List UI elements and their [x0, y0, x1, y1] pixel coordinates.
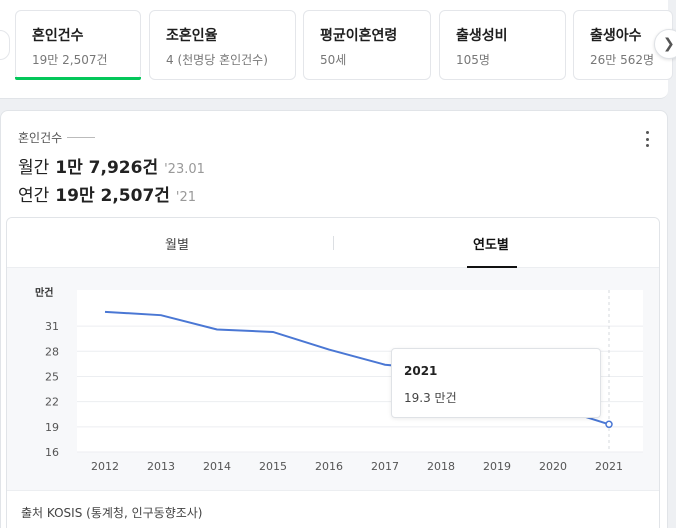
card-subtitle: 105명	[456, 53, 490, 67]
y-tick-label: 19	[45, 421, 59, 434]
y-tick-label: 16	[45, 446, 59, 459]
card-subtitle: 19만 2,507건	[32, 53, 108, 67]
data-point	[215, 327, 219, 331]
active-card-indicator	[15, 77, 141, 80]
y-tick-label: 28	[45, 345, 59, 358]
card-births[interactable]: 출생아수 26만 562명	[573, 10, 673, 80]
tooltip-value: 19.3 만건	[404, 391, 457, 405]
source-bar: 출처 KOSIS (통계청, 인구동향조사)	[7, 490, 659, 528]
highlighted-data-point	[605, 420, 613, 429]
more-options-icon[interactable]	[639, 129, 655, 149]
x-tick-label: 2015	[259, 460, 287, 473]
yearly-stat: 연간 19만 2,507건 '21	[18, 181, 196, 206]
x-tick-label: 2017	[371, 460, 399, 473]
data-point	[383, 363, 387, 367]
card-subtitle: 26만 562명	[590, 53, 655, 67]
period-tabs: 월별 연도별	[7, 218, 659, 268]
stat-label-text: 혼인건수	[18, 131, 63, 145]
y-tick-label: 22	[45, 396, 59, 409]
x-tick-label: 2018	[427, 460, 455, 473]
source-text: 출처 KOSIS (통계청, 인구동향조사)	[21, 506, 203, 520]
tab-monthly[interactable]: 월별	[165, 238, 189, 253]
monthly-period: '23.01	[164, 162, 205, 177]
y-tick-label: 25	[45, 370, 59, 383]
yearly-value: 19만 2,507건	[55, 186, 170, 206]
monthly-value: 1만 7,926건	[55, 158, 159, 178]
data-point	[103, 310, 107, 314]
legend-dash	[67, 137, 96, 138]
card-avg-divorce-age[interactable]: 평균이혼연령 50세	[303, 10, 431, 80]
card-marriage-count[interactable]: 혼인건수 19만 2,507건	[15, 10, 141, 80]
card-title: 출생성비	[456, 28, 508, 44]
yearly-period: '21	[175, 190, 197, 205]
y-tick-label: 31	[45, 320, 59, 333]
x-tick-label: 2019	[483, 460, 511, 473]
card-title: 평균이혼연령	[320, 28, 398, 44]
data-point	[159, 313, 163, 317]
x-tick-label: 2016	[315, 460, 343, 473]
tab-divider	[333, 236, 334, 250]
card-title: 출생아수	[590, 28, 642, 44]
active-tab-indicator	[467, 266, 517, 268]
line-chart[interactable]: 16 19 22 25 28 31 만건 2012 2013 2014 2015 2016 2017 20…	[7, 268, 659, 490]
data-point	[327, 348, 331, 352]
data-point	[271, 330, 275, 334]
monthly-stat: 월간 1만 7,926건 '23.01	[18, 153, 205, 178]
x-tick-label: 2014	[203, 460, 231, 473]
yearly-label: 연간	[18, 186, 50, 206]
x-tick-label: 2013	[147, 460, 175, 473]
monthly-label: 월간	[18, 158, 50, 178]
card-title: 혼인건수	[32, 28, 84, 44]
card-sex-ratio-at-birth[interactable]: 출생성비 105명	[439, 10, 566, 80]
x-tick-label: 2021	[595, 460, 623, 473]
card-crude-marriage-rate[interactable]: 조혼인율 4 (천명당 혼인건수)	[149, 10, 296, 80]
card-subtitle: 50세	[320, 53, 347, 67]
y-axis-unit: 만건	[35, 286, 53, 299]
chevron-right-icon: ❯	[663, 36, 675, 52]
scroll-right-button[interactable]: ❯	[654, 29, 676, 59]
card-title: 조혼인율	[166, 28, 218, 44]
tooltip-year: 2021	[404, 364, 438, 378]
chart-tooltip: 2021 19.3 만건	[391, 348, 601, 418]
x-tick-label: 2020	[539, 460, 567, 473]
chart-container: 월별 연도별 16 19 22 25 28 31 만건 2012 2013 2014 2015 201…	[6, 217, 660, 528]
tab-yearly[interactable]: 연도별	[473, 238, 509, 253]
stat-label: 혼인건수	[18, 129, 96, 146]
x-tick-label: 2012	[91, 460, 119, 473]
stat-panel: 혼인건수 월간 1만 7,926건 '23.01 연간 19만 2,507건 '21 월…	[0, 110, 668, 528]
card-subtitle: 4 (천명당 혼인건수)	[166, 53, 268, 67]
